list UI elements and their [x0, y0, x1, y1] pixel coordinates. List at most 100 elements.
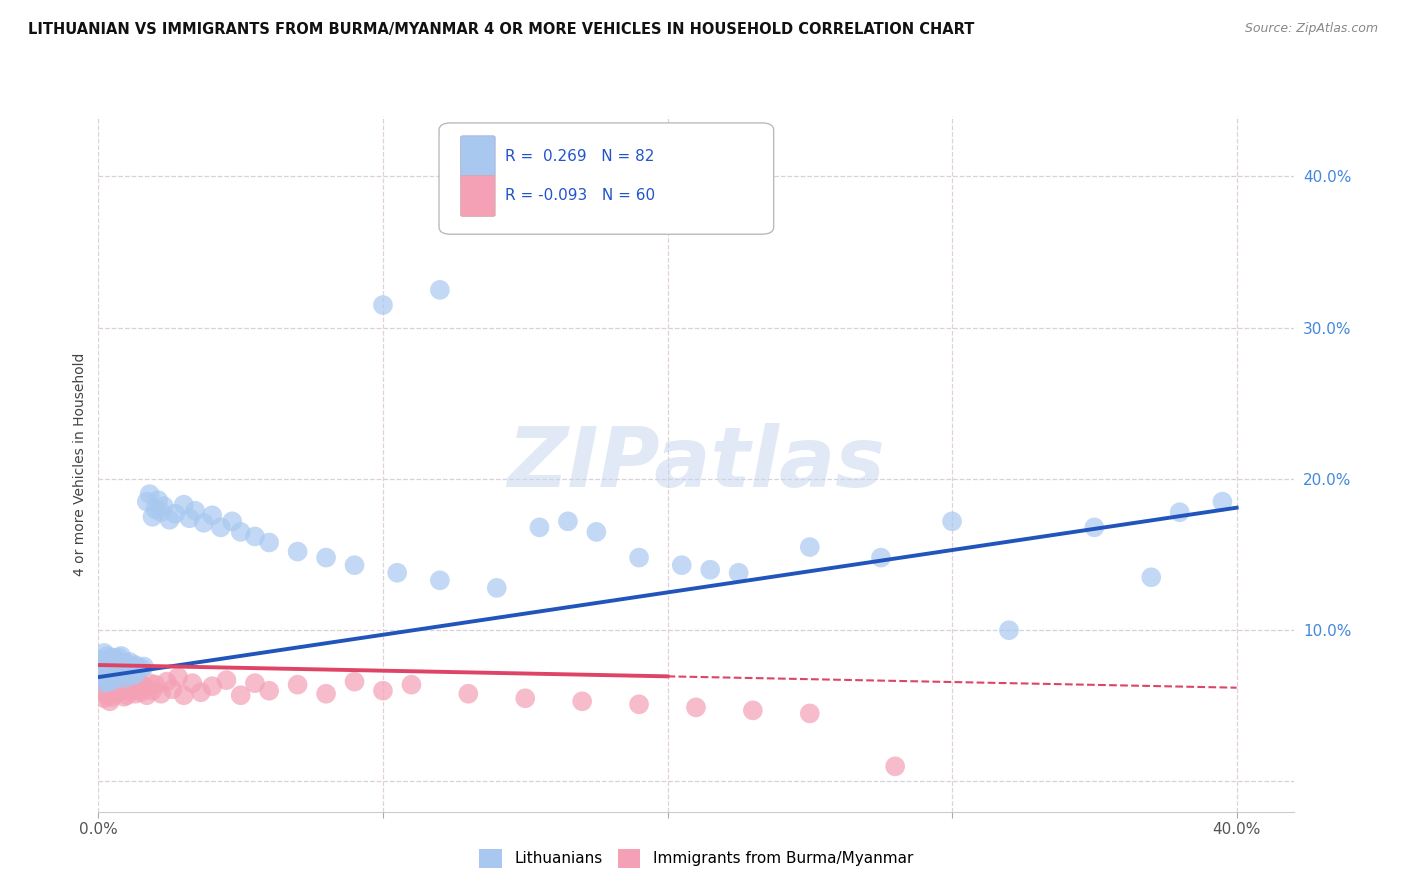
Point — [153, 499, 176, 513]
Text: ZIPatlas: ZIPatlas — [508, 424, 884, 504]
Point — [138, 676, 160, 690]
Point — [193, 516, 215, 530]
Point — [371, 683, 394, 698]
Point — [90, 672, 112, 686]
Point — [115, 665, 138, 680]
Point — [121, 681, 143, 695]
Text: LITHUANIAN VS IMMIGRANTS FROM BURMA/MYANMAR 4 OR MORE VEHICLES IN HOUSEHOLD CORR: LITHUANIAN VS IMMIGRANTS FROM BURMA/MYAN… — [28, 22, 974, 37]
Point — [135, 494, 157, 508]
Y-axis label: 4 or more Vehicles in Household: 4 or more Vehicles in Household — [73, 352, 87, 575]
Point — [343, 674, 366, 689]
Point — [104, 661, 127, 675]
Point — [229, 524, 252, 539]
Point — [98, 670, 121, 684]
Point — [135, 688, 157, 702]
Point — [129, 685, 152, 699]
Point — [201, 679, 224, 693]
Point — [101, 690, 124, 704]
Point — [96, 665, 118, 680]
Point — [118, 655, 141, 669]
Point — [628, 698, 651, 712]
Point — [727, 566, 749, 580]
Point — [141, 509, 163, 524]
Point — [104, 687, 127, 701]
FancyBboxPatch shape — [461, 176, 495, 217]
Point — [287, 544, 309, 558]
Point — [671, 558, 693, 573]
Point — [159, 513, 181, 527]
Point — [110, 648, 132, 663]
Point — [429, 283, 451, 297]
Point — [118, 683, 141, 698]
Point — [110, 667, 132, 681]
Point — [571, 694, 593, 708]
Point — [257, 683, 280, 698]
Point — [101, 650, 124, 665]
Point — [557, 514, 579, 528]
Point — [101, 673, 124, 687]
Point — [243, 529, 266, 543]
Point — [221, 514, 243, 528]
Point — [93, 681, 115, 695]
Point — [96, 688, 118, 702]
Point — [93, 657, 115, 671]
Point — [998, 624, 1021, 638]
Point — [118, 664, 141, 678]
Point — [1211, 494, 1233, 508]
Point — [141, 683, 163, 698]
Point — [107, 659, 129, 673]
Point — [93, 668, 115, 682]
Point — [107, 673, 129, 687]
Point — [1168, 505, 1191, 519]
Point — [115, 657, 138, 671]
Point — [799, 540, 821, 554]
Point — [112, 672, 135, 686]
Point — [243, 676, 266, 690]
Point — [1140, 570, 1163, 584]
Point — [98, 652, 121, 666]
Point — [143, 678, 166, 692]
FancyBboxPatch shape — [439, 123, 773, 235]
Point — [98, 682, 121, 697]
Point — [457, 687, 479, 701]
Point — [96, 648, 118, 663]
Point — [132, 679, 155, 693]
Point — [115, 676, 138, 690]
Point — [104, 652, 127, 666]
Point — [124, 687, 146, 701]
Point — [90, 661, 112, 675]
Point — [628, 550, 651, 565]
Point — [101, 679, 124, 693]
Point — [96, 655, 118, 669]
Point — [107, 650, 129, 665]
Point — [127, 674, 149, 689]
Point — [315, 550, 337, 565]
Point — [173, 688, 195, 702]
Point — [343, 558, 366, 573]
Point — [315, 687, 337, 701]
Point — [685, 700, 707, 714]
Point — [127, 663, 149, 677]
Point — [181, 676, 204, 690]
Point — [121, 668, 143, 682]
Point — [90, 653, 112, 667]
Point — [129, 661, 152, 675]
Text: R = -0.093   N = 60: R = -0.093 N = 60 — [505, 188, 655, 203]
Point — [104, 670, 127, 684]
Point — [96, 664, 118, 678]
Point — [799, 706, 821, 721]
Point — [385, 566, 409, 580]
Point — [201, 508, 224, 523]
Point — [93, 676, 115, 690]
Point — [741, 703, 763, 717]
Point — [585, 524, 607, 539]
Point — [107, 668, 129, 682]
Text: Source: ZipAtlas.com: Source: ZipAtlas.com — [1244, 22, 1378, 36]
Point — [401, 678, 423, 692]
Point — [110, 682, 132, 697]
Point — [93, 691, 115, 706]
Point — [112, 690, 135, 704]
Point — [101, 665, 124, 680]
Point — [90, 661, 112, 675]
Point — [132, 659, 155, 673]
